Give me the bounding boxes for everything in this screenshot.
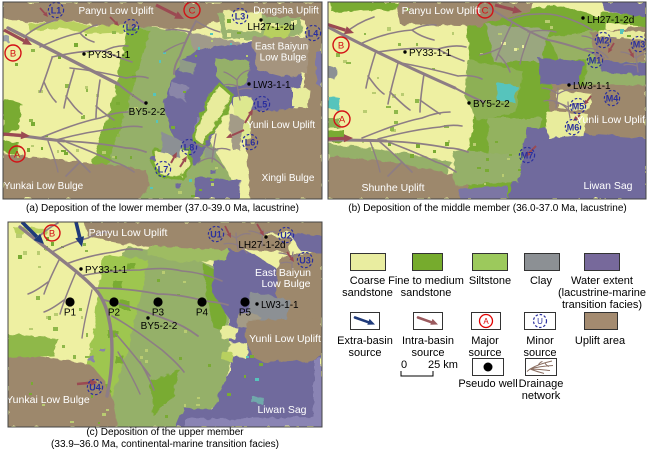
svg-text:Low Bulge: Low Bulge	[261, 278, 310, 290]
svg-text:U4: U4	[89, 383, 101, 393]
svg-text:M3: M3	[633, 40, 646, 50]
svg-text:P3: P3	[152, 308, 165, 319]
svg-text:B: B	[10, 49, 16, 60]
svg-text:LW3-1-1: LW3-1-1	[261, 300, 299, 311]
svg-text:BY5-2-2: BY5-2-2	[129, 107, 166, 118]
svg-text:East Baiyun: East Baiyun	[255, 267, 311, 279]
svg-text:L6: L6	[245, 138, 256, 148]
svg-text:0: 0	[401, 359, 407, 371]
svg-text:BY5-2-2: BY5-2-2	[141, 321, 178, 332]
svg-text:LH27-1-2d: LH27-1-2d	[238, 240, 285, 251]
svg-text:Panyu Low Uplift: Panyu Low Uplift	[89, 227, 168, 239]
svg-text:LH27-1-2d: LH27-1-2d	[587, 15, 634, 26]
svg-text:L3: L3	[235, 12, 246, 22]
svg-text:L2: L2	[126, 23, 137, 33]
svg-text:M7: M7	[521, 151, 534, 161]
svg-text:Shunhe Uplift: Shunhe Uplift	[361, 182, 424, 194]
svg-text:P1: P1	[64, 308, 77, 319]
svg-text:LW3-1-1: LW3-1-1	[253, 80, 291, 91]
svg-text:Dongsha Uplift: Dongsha Uplift	[253, 6, 319, 17]
svg-text:P2: P2	[108, 308, 121, 319]
svg-text:Yunkai Low Bulge: Yunkai Low Bulge	[6, 394, 90, 406]
svg-text:Yunkai Low Bulge: Yunkai Low Bulge	[4, 181, 84, 192]
svg-text:L8: L8	[184, 143, 195, 153]
svg-text:M6: M6	[567, 123, 580, 133]
svg-text:L4: L4	[308, 29, 319, 39]
svg-text:Yunli Low Uplift: Yunli Low Uplift	[249, 333, 321, 345]
svg-text:L7: L7	[158, 165, 169, 175]
svg-text:BY5-2-2: BY5-2-2	[473, 99, 510, 110]
svg-text:Liwan Sag: Liwan Sag	[583, 180, 632, 192]
svg-text:A: A	[339, 115, 346, 126]
svg-text:M2: M2	[597, 36, 610, 46]
svg-text:L1: L1	[51, 6, 62, 16]
svg-text:U: U	[537, 317, 543, 326]
svg-text:C: C	[482, 6, 489, 17]
svg-text:PY33-1-1: PY33-1-1	[88, 50, 131, 61]
svg-text:M5: M5	[572, 102, 585, 112]
svg-text:B: B	[338, 41, 344, 52]
svg-text:M1: M1	[589, 56, 602, 66]
svg-text:U1: U1	[210, 230, 222, 240]
svg-text:LW3-1-1: LW3-1-1	[573, 81, 611, 92]
svg-text:U3: U3	[299, 256, 311, 266]
svg-text:M4: M4	[606, 94, 619, 104]
svg-text:Panyu Low Uplift: Panyu Low Uplift	[402, 5, 481, 17]
svg-text:L5: L5	[257, 100, 268, 110]
svg-text:U2: U2	[280, 231, 292, 241]
svg-text:Panyu Low Uplift: Panyu Low Uplift	[78, 6, 153, 17]
svg-text:Yunli Low Uplift: Yunli Low Uplift	[247, 120, 316, 131]
svg-text:LH27-1-2d: LH27-1-2d	[247, 22, 294, 33]
svg-text:PY33-1-1: PY33-1-1	[85, 265, 128, 276]
svg-text:P5: P5	[239, 308, 252, 319]
svg-text:Liwan Sag: Liwan Sag	[257, 404, 306, 416]
svg-text:East Baiyun: East Baiyun	[255, 42, 308, 53]
svg-text:P4: P4	[196, 308, 209, 319]
svg-text:Yunli Low Uplift: Yunli Low Uplift	[576, 114, 648, 126]
svg-text:A: A	[483, 317, 489, 326]
svg-text:PY33-1-1: PY33-1-1	[409, 48, 452, 59]
svg-text:25 km: 25 km	[428, 359, 458, 371]
svg-text:C: C	[189, 6, 196, 17]
svg-text:Low Bulge: Low Bulge	[260, 53, 307, 64]
svg-text:A: A	[14, 150, 21, 161]
svg-text:Xingli Bulge: Xingli Bulge	[262, 173, 315, 184]
svg-text:B: B	[49, 229, 55, 240]
